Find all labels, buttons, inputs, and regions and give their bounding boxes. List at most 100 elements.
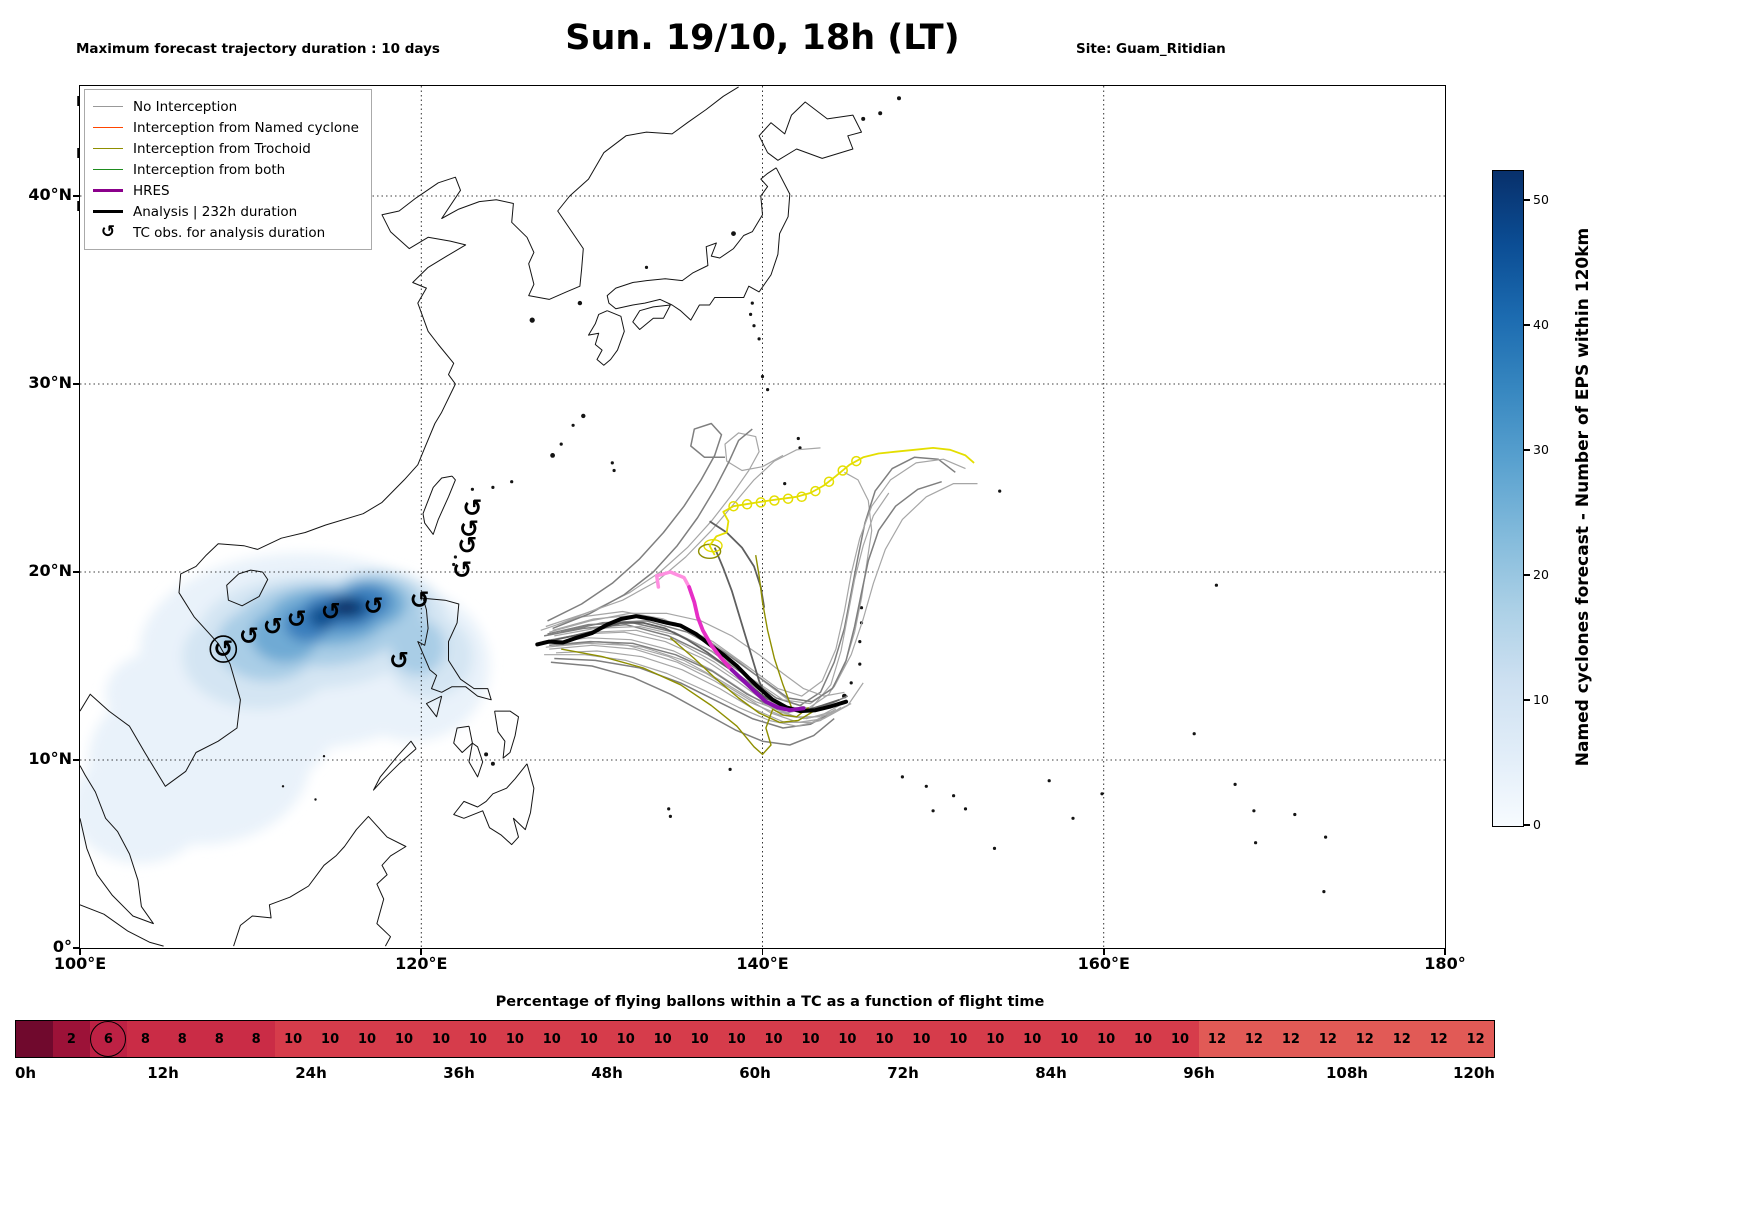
strip-cell: 10 [865, 1021, 903, 1057]
colorbar-label: Named cyclones forecast - Number of EPS … [1573, 227, 1593, 767]
strip-cell-value: 12 [1318, 1031, 1337, 1047]
strip-cell: 12 [1420, 1021, 1458, 1057]
strip-cell-value: 8 [251, 1031, 261, 1047]
tc-obs-icon: ↺ [452, 556, 472, 584]
time-axis-label: 120h [1453, 1064, 1495, 1082]
strip-cell: 10 [385, 1021, 423, 1057]
strip-cell: 2 [52, 1021, 90, 1057]
strip-cell-value: 10 [875, 1031, 894, 1047]
strip-cell-value: 12 [1429, 1031, 1448, 1047]
map-panel: ↺ ↺ ↺ ↺ ↺ ↺ ↺ ↺ ↺ ↺ ↺ ↺ No Interception Interception… [79, 85, 1446, 949]
strip-cell: 10 [422, 1021, 460, 1057]
y-tick-label: 30°N [28, 372, 72, 392]
strip-cell: 10 [348, 1021, 386, 1057]
y-tick-label: 10°N [28, 748, 72, 768]
strip-cell-value: 10 [653, 1031, 672, 1047]
tc-obs-icon: ↺ [239, 622, 259, 650]
strip-cell-value: 12 [1244, 1031, 1263, 1047]
strip-cell-value: 12 [1281, 1031, 1300, 1047]
strip-cell-value: 10 [1060, 1031, 1079, 1047]
tc-obs-icon: ↺ [287, 605, 307, 633]
legend-item: Interception from both [93, 159, 359, 180]
legend-item: HRES [93, 180, 359, 201]
tc-obs-icon: ↺ [321, 598, 341, 626]
tc-obs-icon: ↺ [389, 646, 409, 674]
x-tick-label: 160°E [1077, 954, 1130, 973]
trochoid-bright-track [708, 447, 975, 556]
y-tick-mark [73, 947, 79, 949]
legend-line-sample [93, 188, 123, 193]
strip-cell: 10 [755, 1021, 793, 1057]
legend-item-label: HRES [133, 182, 170, 199]
colorbar-tick-label: 40 [1533, 317, 1549, 332]
legend-item: No Interception [93, 96, 359, 117]
x-tick-label: 140°E [736, 954, 789, 973]
figure-title: Sun. 19/10, 18h (LT) [565, 18, 960, 58]
strip-cell-value: 12 [1466, 1031, 1485, 1047]
strip-cell: 10 [792, 1021, 829, 1057]
y-tick-mark [73, 195, 79, 197]
strip-cell: 12 [1198, 1021, 1236, 1057]
x-tick-mark [1444, 949, 1446, 955]
time-axis-label: 12h [147, 1064, 179, 1082]
colorbar-tick-label: 10 [1533, 692, 1549, 707]
colorbar-tick-mark [1524, 824, 1530, 826]
strip-cell: 10 [274, 1021, 312, 1057]
legend-item-label: Interception from Named cyclone [133, 119, 359, 136]
colorbar-gradient [1492, 170, 1524, 827]
strip-cell: 10 [533, 1021, 571, 1057]
density-field [80, 553, 490, 864]
strip-cell: 10 [1013, 1021, 1051, 1057]
trochoid-tracks [561, 539, 815, 756]
tc-obs-icon: ↺ [409, 586, 429, 614]
legend-item: Interception from Named cyclone [93, 117, 359, 138]
strip-cell-value: 10 [358, 1031, 377, 1047]
time-axis-label: 96h [1183, 1064, 1215, 1082]
time-axis-label: 72h [887, 1064, 919, 1082]
legend-line-sample [93, 105, 123, 108]
x-tick-label: 180° [1424, 954, 1466, 973]
strip-cell: 10 [1124, 1021, 1162, 1057]
tc-symbol-icon: ↺ [100, 222, 116, 242]
x-tick-mark [1102, 949, 1105, 955]
colorbar-tick-mark [1524, 324, 1530, 326]
strip-cell-value: 10 [616, 1031, 635, 1047]
strip-cell: 10 [644, 1021, 682, 1057]
x-tick-mark [79, 949, 81, 955]
strip-cell: 10 [718, 1021, 756, 1057]
strip-cell-value: 10 [321, 1031, 340, 1047]
strip-cell-value: 12 [1355, 1031, 1374, 1047]
y-tick-label: 40°N [28, 184, 72, 204]
legend-item-label: Interception from Trochoid [133, 140, 311, 157]
time-axis-label: 60h [739, 1064, 771, 1082]
colorbar-tick-label: 50 [1533, 192, 1549, 207]
strip-cell-value: 10 [986, 1031, 1005, 1047]
flight-time-strip: 2 6 8 8 8 8 10 10 10 10 10 10 10 10 10 10 10 10 10 10 10 10 10… [15, 1020, 1495, 1058]
strip-cell: 12 [1309, 1021, 1347, 1057]
legend-item-label: Interception from both [133, 161, 286, 178]
x-tick-label: 120°E [395, 954, 448, 973]
strip-cell: 12 [1235, 1021, 1273, 1057]
strip-cell-value: 10 [727, 1031, 746, 1047]
tc-obs-icon: ↺ [213, 635, 233, 663]
colorbar-tick-mark [1524, 199, 1530, 201]
x-tick-mark [761, 949, 764, 955]
y-tick-mark [73, 759, 79, 761]
legend-item: Interception from Trochoid [93, 138, 359, 159]
time-axis-label: 24h [295, 1064, 327, 1082]
strip-cell-value: 8 [177, 1031, 187, 1047]
colorbar-tick-label: 0 [1533, 817, 1541, 832]
strip-circle-annotation [89, 1021, 126, 1057]
tc-obs-icon: ↺ [363, 592, 383, 620]
strip-cell-value: 10 [690, 1031, 709, 1047]
strip-cell-value: 10 [468, 1031, 487, 1047]
strip-cell: 12 [1383, 1021, 1421, 1057]
colorbar-tick-mark [1524, 449, 1530, 451]
legend-item: ↺ TC obs. for analysis duration [93, 222, 359, 243]
time-axis-label: 108h [1326, 1064, 1368, 1082]
strip-cell: 10 [459, 1021, 497, 1057]
strip-cell-value: 10 [1023, 1031, 1042, 1047]
y-tick-mark [73, 383, 79, 385]
strip-cell-value: 10 [394, 1031, 414, 1047]
y-tick-label: 0° [52, 937, 72, 956]
